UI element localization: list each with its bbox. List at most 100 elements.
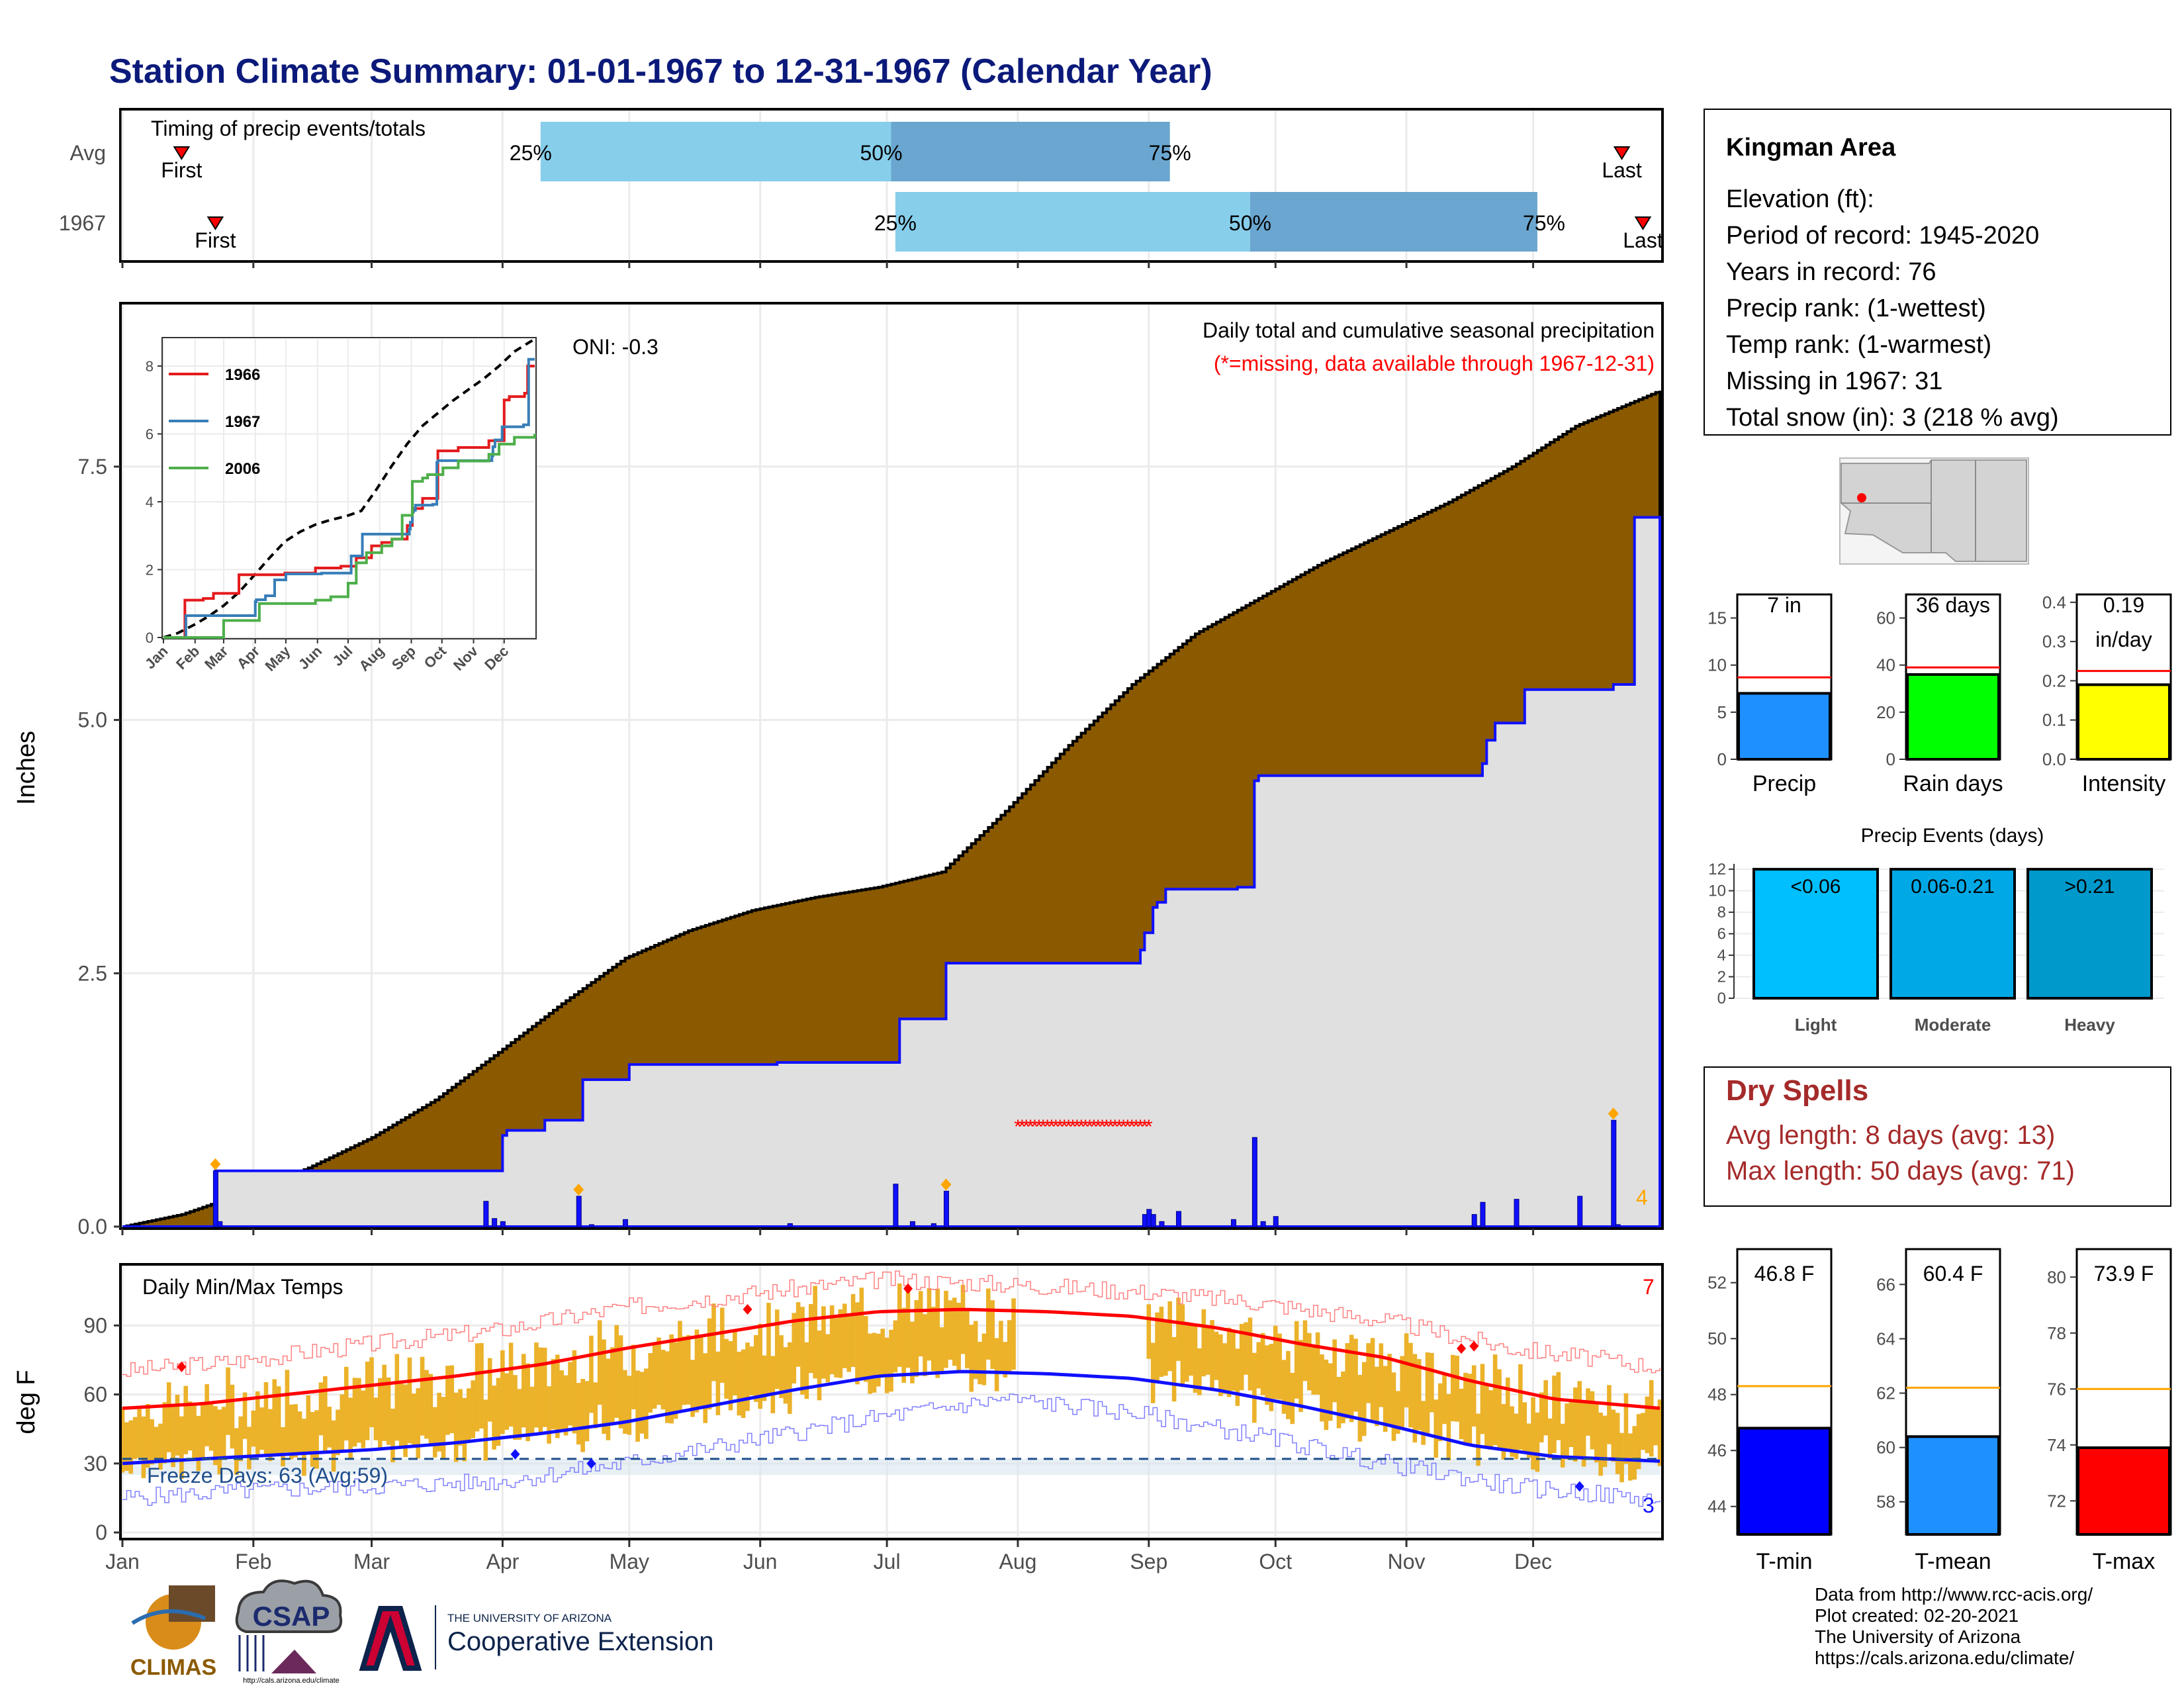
info-line-temp-rank: Temp rank: (1-warmest)	[1726, 331, 1991, 359]
timing-bar-q50-q75	[891, 122, 1170, 181]
event-category-label: Heavy	[2064, 1015, 2115, 1035]
daily-precip-bar	[1159, 1221, 1165, 1227]
daily-temp-bar	[343, 1366, 349, 1441]
timing-bar-q25-q50	[895, 192, 1250, 252]
avg-first: First	[161, 158, 202, 182]
missing-day-marker: *	[1086, 1116, 1094, 1138]
missing-day-marker: *	[1031, 1116, 1039, 1138]
daily-temp-bar	[1514, 1413, 1519, 1460]
info-line-period: Period of record: 1945-2020	[1726, 222, 2039, 250]
precip-box-tick-label: 0.0	[2042, 749, 2066, 769]
daily-temp-bar	[657, 1337, 661, 1405]
daily-temp-bar	[1450, 1354, 1455, 1422]
daily-temp-bar	[1248, 1317, 1253, 1391]
missing-day-marker: *	[1120, 1116, 1128, 1138]
daily-temp-bar	[365, 1361, 370, 1440]
daily-temp-bar	[965, 1310, 970, 1369]
station-name: Kingman Area	[1726, 134, 1896, 162]
daily-temp-bar	[137, 1409, 142, 1458]
daily-temp-bar	[686, 1335, 691, 1405]
daily-temp-bar	[981, 1333, 987, 1385]
daily-temp-bar	[580, 1379, 585, 1452]
max-precip-marker-icon	[1608, 1107, 1619, 1120]
missing-day-marker: *	[1052, 1116, 1060, 1138]
daily-temp-bar	[719, 1307, 725, 1383]
daily-temp-bar	[1180, 1304, 1185, 1387]
temp-ylabel: deg F	[13, 1370, 40, 1434]
daily-temp-bar	[960, 1284, 966, 1354]
events-ytick-label: 2	[1717, 968, 1726, 986]
daily-temp-bar	[985, 1288, 991, 1360]
daily-temp-bar	[145, 1404, 150, 1468]
daily-temp-bar	[1379, 1343, 1384, 1407]
daily-precip-bar	[1260, 1221, 1266, 1227]
daily-temp-bar	[1302, 1320, 1308, 1382]
cold-count: 3	[1643, 1493, 1655, 1517]
missing-day-marker: *	[1132, 1116, 1140, 1138]
daily-temp-bar	[927, 1288, 932, 1361]
daily-temp-bar	[792, 1313, 797, 1383]
daily-temp-bar	[242, 1392, 248, 1439]
month-label-Nov: Nov	[1388, 1550, 1426, 1573]
daily-temp-bar	[162, 1402, 167, 1464]
temperature-summary-boxes: 46.8 F 44 46 48 50 52 T-min 60.4 F 58 60 62 64 66 T-m…	[1707, 1248, 2172, 1574]
precip-caption: Daily total and cumulative seasonal prec…	[1203, 318, 1655, 342]
temp-box-tick-label: 50	[1707, 1329, 1727, 1348]
daily-temp-bar	[978, 1342, 982, 1385]
daily-temp-bar	[1256, 1342, 1261, 1389]
temp-box-tick-label: 74	[2047, 1435, 2066, 1455]
daily-temp-bar	[394, 1354, 400, 1441]
daily-temp-bar	[416, 1388, 421, 1459]
daily-temp-bar	[1311, 1347, 1316, 1395]
record-high-marker-icon	[903, 1283, 913, 1294]
daily-temp-bar	[901, 1307, 906, 1383]
daily-temp-bar	[690, 1360, 695, 1417]
missing-day-marker: *	[1141, 1116, 1149, 1138]
precip-ytick-label: 7.5	[78, 455, 107, 479]
daily-precip-bar	[483, 1201, 489, 1227]
daily-temp-bar	[547, 1386, 551, 1444]
daily-temp-bar	[259, 1407, 264, 1450]
temp-ytick-label: 0	[95, 1521, 107, 1544]
daily-temp-bar	[1193, 1326, 1198, 1393]
daily-temp-bar	[1543, 1380, 1548, 1436]
missing-day-marker: *	[1023, 1116, 1030, 1138]
y1967-first: First	[195, 228, 236, 252]
temp-label: Daily Min/Max Temps	[142, 1275, 343, 1299]
daily-precip-bar	[1150, 1214, 1156, 1227]
daily-temp-bar	[132, 1417, 138, 1460]
month-label-Jan: Jan	[105, 1550, 140, 1573]
month-label-Feb: Feb	[235, 1550, 271, 1573]
daily-temp-bar	[969, 1325, 974, 1392]
daily-temp-bar	[1531, 1397, 1535, 1470]
footer-line-univ: The University of Arizona	[1815, 1626, 2021, 1647]
inset-legend-label-1967: 1967	[225, 413, 260, 431]
daily-temp-bar	[910, 1321, 915, 1383]
precip-box-tick-label: 0	[1717, 749, 1727, 769]
daily-temp-bar	[1463, 1372, 1468, 1444]
precip-box-tick-label: 15	[1707, 608, 1727, 628]
daily-temp-bar	[753, 1335, 758, 1402]
daily-temp-bar	[1446, 1393, 1451, 1461]
daily-temp-bar	[1332, 1339, 1337, 1403]
daily-temp-bar	[479, 1342, 484, 1429]
daily-temp-bar	[369, 1357, 374, 1428]
daily-precip-bar	[1514, 1199, 1520, 1227]
daily-temp-bar	[1205, 1325, 1210, 1375]
daily-temp-bar	[529, 1386, 535, 1436]
daily-temp-bar	[1569, 1399, 1574, 1448]
daily-temp-bar	[817, 1330, 822, 1401]
daily-temp-bar	[623, 1370, 627, 1434]
daily-temp-bar	[158, 1423, 163, 1470]
daily-temp-bar	[285, 1370, 290, 1453]
daily-temp-bar	[487, 1358, 492, 1422]
inset-ytick-label: 2	[146, 562, 154, 579]
daily-temp-bar	[534, 1342, 539, 1428]
events-ytick-label: 6	[1717, 925, 1726, 943]
daily-temp-bar	[1197, 1348, 1202, 1395]
average-high-line	[122, 1307, 1661, 1410]
daily-temp-bar	[1290, 1372, 1295, 1425]
daily-temp-bar	[141, 1416, 146, 1479]
